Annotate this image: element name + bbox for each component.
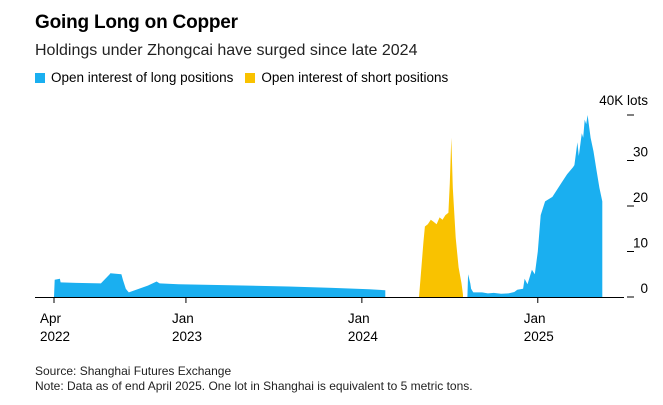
series-area-1 (54, 273, 386, 297)
data-note: Note: Data as of end April 2025. One lot… (35, 379, 473, 393)
x-tick-label-month-1: Jan (172, 311, 194, 326)
series-area-2 (467, 115, 603, 297)
x-tick-label-year-3: 2025 (524, 329, 554, 344)
chart-title: Going Long on Copper (35, 12, 238, 33)
series-area-3 (419, 137, 463, 297)
legend-item-long: Open interest of long positions (35, 70, 233, 85)
x-tick-label-year-0: 2022 (40, 329, 70, 344)
source-note: Source: Shanghai Futures Exchange (35, 364, 232, 378)
y-axis-unit-label: 40K lots (599, 93, 648, 108)
legend-label-short: Open interest of short positions (261, 70, 449, 85)
x-tick-label-month-2: Jan (348, 311, 370, 326)
x-tick-label-year-1: 2023 (172, 329, 202, 344)
legend-swatch-short (245, 72, 256, 83)
legend-swatch-long (35, 72, 45, 83)
y-tick-label-10: 10 (633, 236, 648, 251)
chart-footer: Source: Shanghai Futures Exchange Note: … (35, 364, 473, 394)
legend-label-long: Open interest of long positions (51, 70, 234, 85)
legend-item-short: Open interest of short positions (245, 70, 448, 85)
y-tick-label-0: 0 (640, 281, 648, 296)
y-tick-label-30: 30 (633, 145, 648, 160)
y-tick-label-20: 20 (633, 190, 648, 205)
chart-subtitle: Holdings under Zhongcai have surged sinc… (35, 42, 418, 59)
x-tick-label-month-3: Jan (524, 311, 546, 326)
x-tick-label-year-2: 2024 (348, 329, 379, 344)
x-tick-label-month-0: Apr (40, 311, 62, 326)
legend: Open interest of long positions Open int… (35, 70, 460, 85)
